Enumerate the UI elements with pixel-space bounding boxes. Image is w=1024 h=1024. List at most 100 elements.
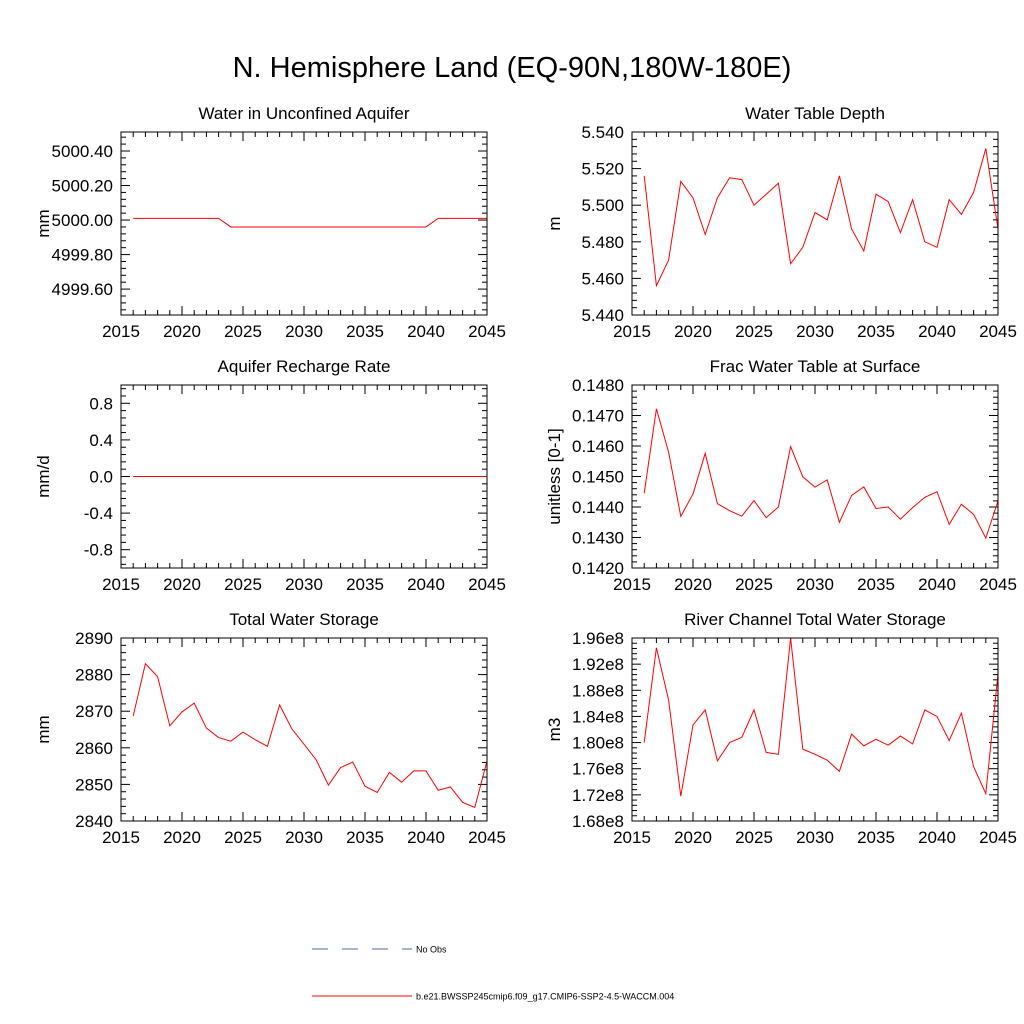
y-tick-label: 2890 [75,629,113,648]
y-tick-label: 1.88e8 [572,681,624,700]
plot-frame [120,637,488,822]
y-axis-label: m [545,216,564,230]
y-tick-label: 1.92e8 [572,655,624,674]
y-tick-label: 0.1430 [572,529,624,548]
y-tick-label: 2840 [75,812,113,831]
plot-frame [631,131,999,316]
y-tick-label: 0.1460 [572,437,624,456]
y-tick-label: 0.1470 [572,407,624,426]
x-tick-label: 2040 [918,322,956,341]
x-tick-label: 2040 [407,828,445,847]
y-tick-label: 5.520 [581,160,624,179]
x-tick-label: 2020 [674,828,712,847]
y-tick-label: 0.1450 [572,468,624,487]
y-tick-label: 5.500 [581,196,624,215]
y-tick-label: 5.480 [581,233,624,252]
y-tick-label: 0.1480 [572,376,624,395]
y-tick-label: 4999.80 [52,246,113,265]
plot-frame [120,131,488,316]
x-tick-label: 2015 [102,322,140,341]
y-tick-label: -0.8 [84,541,113,560]
panel-title: Water in Unconfined Aquifer [198,104,409,123]
panel-water-table-depth: Water Table Depth m 2015 2020 2025 2030 2035 20… [545,104,1017,341]
y-tick-label: 0.1440 [572,498,624,517]
y-tick-label: 0.8 [89,394,113,413]
plot-frame [120,384,488,569]
legend-label-obs: No Obs [416,945,447,955]
y-tick-label: 1.96e8 [572,629,624,648]
y-tick-label: -0.4 [84,504,113,523]
y-tick-label: 0.0 [89,468,113,487]
panel-river-channel-total-water-storage: River Channel Total Water Storage m3 2015 2… [545,610,1017,847]
y-tick-label: 1.72e8 [572,786,624,805]
x-tick-label: 2040 [407,322,445,341]
series-line [133,217,487,228]
x-tick-label: 2030 [796,828,834,847]
plot-frame [631,637,999,822]
x-tick-label: 2035 [346,828,384,847]
x-tick-label: 2040 [918,575,956,594]
panel-title: Frac Water Table at Surface [710,357,921,376]
legend: No Obs b.e21.BWSSP245cmip6.f09_g17.CMIP6… [312,945,674,1002]
figure-title: N. Hemisphere Land (EQ-90N,180W-180E) [232,52,792,84]
y-tick-label: 5.460 [581,269,624,288]
x-tick-label: 2045 [979,322,1017,341]
y-axis-label: mm [34,209,53,237]
x-tick-label: 2035 [346,322,384,341]
x-tick-label: 2015 [102,828,140,847]
series-line [132,662,488,809]
panel-title: River Channel Total Water Storage [684,610,946,629]
panel-title: Aquifer Recharge Rate [218,357,391,376]
y-axis-label: mm [34,715,53,743]
x-tick-label: 2020 [163,828,201,847]
panel-frac-water-table-at-surface: Frac Water Table at Surface unitless [0-1… [545,357,1017,594]
x-tick-label: 2045 [468,322,506,341]
x-tick-label: 2045 [979,575,1017,594]
x-tick-label: 2025 [224,828,262,847]
series-line [643,637,999,797]
x-tick-label: 2025 [735,575,773,594]
y-tick-label: 1.68e8 [572,812,624,831]
x-tick-label: 2020 [163,322,201,341]
x-tick-label: 2015 [613,322,651,341]
panel-water-in-unconfined-aquifer: Water in Unconfined Aquifer mm 2015 2020 202… [34,104,506,341]
x-tick-label: 2035 [857,322,895,341]
x-tick-label: 2015 [613,828,651,847]
y-axis-label: m3 [545,718,564,742]
y-tick-label: 2870 [75,702,113,721]
x-tick-label: 2025 [224,575,262,594]
legend-label-model: b.e21.BWSSP245cmip6.f09_g17.CMIP6-SSP2-4… [416,992,674,1002]
x-tick-label: 2025 [735,828,773,847]
x-tick-label: 2045 [979,828,1017,847]
x-tick-label: 2040 [918,828,956,847]
x-tick-label: 2020 [163,575,201,594]
y-tick-label: 1.80e8 [572,734,624,753]
x-tick-label: 2045 [468,575,506,594]
x-tick-label: 2035 [346,575,384,594]
y-tick-label: 0.1420 [572,559,624,578]
plot-frame [631,384,999,569]
y-axis-label: mm/d [34,455,53,498]
x-tick-label: 2035 [857,575,895,594]
y-tick-label: 5.540 [581,123,624,142]
y-tick-label: 0.4 [89,431,113,450]
x-tick-label: 2020 [674,322,712,341]
y-tick-label: 2880 [75,666,113,685]
x-tick-label: 2030 [285,828,323,847]
x-tick-label: 2030 [285,322,323,341]
x-tick-label: 2030 [796,575,834,594]
x-tick-label: 2030 [285,575,323,594]
y-tick-label: 5000.40 [52,142,113,161]
x-tick-label: 2025 [735,322,773,341]
x-tick-label: 2015 [102,575,140,594]
x-tick-label: 2040 [407,575,445,594]
y-tick-label: 5000.20 [52,177,113,196]
y-tick-label: 1.76e8 [572,760,624,779]
panel-title: Water Table Depth [745,104,885,123]
x-tick-label: 2025 [224,322,262,341]
x-tick-label: 2035 [857,828,895,847]
y-tick-label: 2860 [75,739,113,758]
y-tick-label: 4999.60 [52,280,113,299]
panel-title: Total Water Storage [229,610,379,629]
y-tick-label: 5000.00 [52,211,113,230]
